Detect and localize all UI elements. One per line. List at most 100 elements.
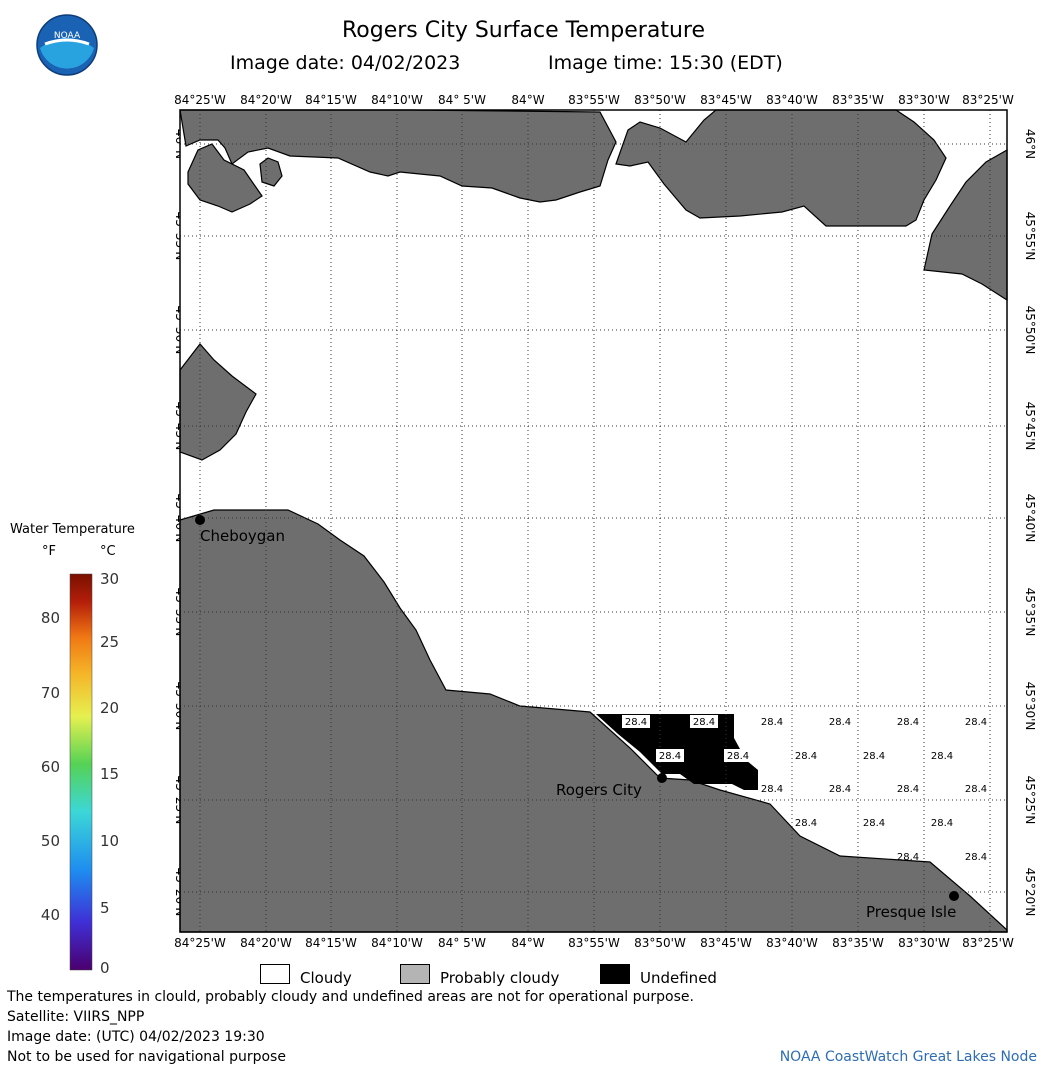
- lon-label: 84°20'W: [240, 936, 292, 950]
- c-tick: 25: [100, 633, 119, 651]
- disclaimer-text: The temperatures in clould, probably clo…: [7, 989, 694, 1005]
- f-tick: 80: [41, 609, 60, 627]
- utc-date-text: Image date: (UTC) 04/02/2023 19:30: [7, 1029, 265, 1045]
- key-cloudy-swatch: [260, 964, 290, 984]
- city-marker-cheboygan: [195, 515, 205, 525]
- f-tick: 70: [41, 684, 60, 702]
- city-label-rogers-city: Rogers City: [556, 781, 642, 799]
- lat-label: 45°20'N: [1023, 868, 1037, 917]
- map-border: [179, 109, 1008, 933]
- c-tick: 15: [100, 765, 119, 783]
- lon-labels-top: 84°25'W 84°20'W 84°15'W 84°10'W 84° 5'W …: [174, 93, 1014, 107]
- c-tick: 5: [100, 899, 110, 917]
- navigation-warning: Not to be used for navigational purpose: [7, 1049, 286, 1065]
- f-tick: 40: [41, 906, 60, 924]
- satellite-text: Satellite: VIIRS_NPP: [7, 1009, 145, 1025]
- key-undefined-label: Undefined: [640, 969, 717, 987]
- temp-label: 28.4: [727, 751, 749, 762]
- lon-label: 84°10'W: [371, 93, 423, 107]
- lon-label: 83°40'W: [766, 936, 818, 950]
- lon-label: 84°15'W: [305, 93, 357, 107]
- lat-label: 45°30'N: [1023, 682, 1037, 731]
- lon-label: 84°10'W: [371, 936, 423, 950]
- lon-label: 84°20'W: [240, 93, 292, 107]
- c-tick: 10: [100, 832, 119, 850]
- noaa-logo: NOAA: [36, 14, 98, 76]
- legend-title: Water Temperature: [10, 522, 135, 537]
- c-tick: 0: [100, 959, 110, 977]
- f-tick: 50: [41, 832, 60, 850]
- lon-label: 84° 5'W: [438, 93, 486, 107]
- land-west-peninsula: [179, 343, 257, 461]
- lon-label: 83°50'W: [634, 936, 686, 950]
- land-bois-blanc: [187, 143, 263, 213]
- lon-label: 83°35'W: [832, 93, 884, 107]
- lon-label: 83°55'W: [568, 936, 620, 950]
- temperature-labels: 28.4 28.4 28.4 28.4 28.4 28.4 28.4 28.4 …: [622, 715, 987, 863]
- lon-label: 84°25'W: [174, 936, 226, 950]
- lat-label: 45°55'N: [1023, 212, 1037, 261]
- map-frame: 28.4 28.4 28.4 28.4 28.4 28.4 28.4 28.4 …: [179, 109, 1008, 933]
- colorbar: 80 70 60 50 40 30 25 20 15 10 5 0: [41, 570, 119, 977]
- land-north-shore: [179, 109, 617, 203]
- lon-label: 83°30'W: [898, 93, 950, 107]
- temp-label: 28.4: [795, 818, 817, 829]
- city-marker-presque-isle: [949, 891, 959, 901]
- colorbar-scale: [69, 573, 93, 971]
- graticule: [180, 110, 1007, 932]
- lon-label: 84°15'W: [305, 936, 357, 950]
- lat-label: 45°40'N: [1023, 494, 1037, 543]
- c-tick: 30: [100, 570, 119, 588]
- lon-label: 83°25'W: [962, 936, 1014, 950]
- lon-label: 83°35'W: [832, 936, 884, 950]
- lon-label: 83°30'W: [898, 936, 950, 950]
- lat-label: 45°45'N: [1023, 402, 1037, 451]
- f-tick: 60: [41, 758, 60, 776]
- land-far-east: [923, 148, 1008, 302]
- temp-label: 28.4: [897, 852, 919, 863]
- lon-label: 84°W: [511, 93, 544, 107]
- lat-label: 45°50'N: [1023, 306, 1037, 355]
- temp-label: 28.4: [659, 751, 681, 762]
- credit-text: NOAA CoastWatch Great Lakes Node: [779, 1049, 1037, 1065]
- key-undefined-swatch: [600, 964, 630, 984]
- unit-fahrenheit: °F: [42, 544, 56, 559]
- temp-label: 28.4: [795, 751, 817, 762]
- lon-label: 83°50'W: [634, 93, 686, 107]
- lon-label: 84°25'W: [174, 93, 226, 107]
- temp-label: 28.4: [693, 717, 715, 728]
- temp-label: 28.4: [829, 717, 851, 728]
- key-probably-cloudy-swatch: [400, 964, 430, 984]
- lat-label: 45°35'N: [1023, 588, 1037, 637]
- lon-label: 83°45'W: [700, 936, 752, 950]
- lon-label: 83°55'W: [568, 93, 620, 107]
- temp-label: 28.4: [897, 717, 919, 728]
- lon-label: 83°25'W: [962, 93, 1014, 107]
- city-label-cheboygan: Cheboygan: [200, 527, 285, 545]
- lat-label: 45°25'N: [1023, 776, 1037, 825]
- map-title: Rogers City Surface Temperature: [341, 18, 706, 43]
- temp-label: 28.4: [965, 717, 987, 728]
- land-south-shore: [179, 509, 1008, 933]
- land-north-east: [615, 109, 947, 227]
- temp-label: 28.4: [897, 784, 919, 795]
- temp-label: 28.4: [863, 818, 885, 829]
- temp-label: 28.4: [761, 784, 783, 795]
- lon-label: 84°W: [511, 936, 544, 950]
- land: [179, 109, 1008, 933]
- temp-label: 28.4: [829, 784, 851, 795]
- lon-label: 83°45'W: [700, 93, 752, 107]
- temp-label: 28.4: [863, 751, 885, 762]
- lon-labels-bottom: 84°25'W 84°20'W 84°15'W 84°10'W 84° 5'W …: [174, 936, 1014, 950]
- c-tick: 20: [100, 699, 119, 717]
- image-time: Image time: 15:30 (EDT): [548, 52, 783, 74]
- svg-text:NOAA: NOAA: [54, 31, 81, 41]
- temp-label: 28.4: [931, 751, 953, 762]
- city-marker-rogers-city: [657, 773, 667, 783]
- lon-label: 83°40'W: [766, 93, 818, 107]
- temp-label: 28.4: [965, 784, 987, 795]
- key-probably-cloudy-label: Probably cloudy: [440, 969, 560, 987]
- temp-label: 28.4: [625, 717, 647, 728]
- temp-label: 28.4: [931, 818, 953, 829]
